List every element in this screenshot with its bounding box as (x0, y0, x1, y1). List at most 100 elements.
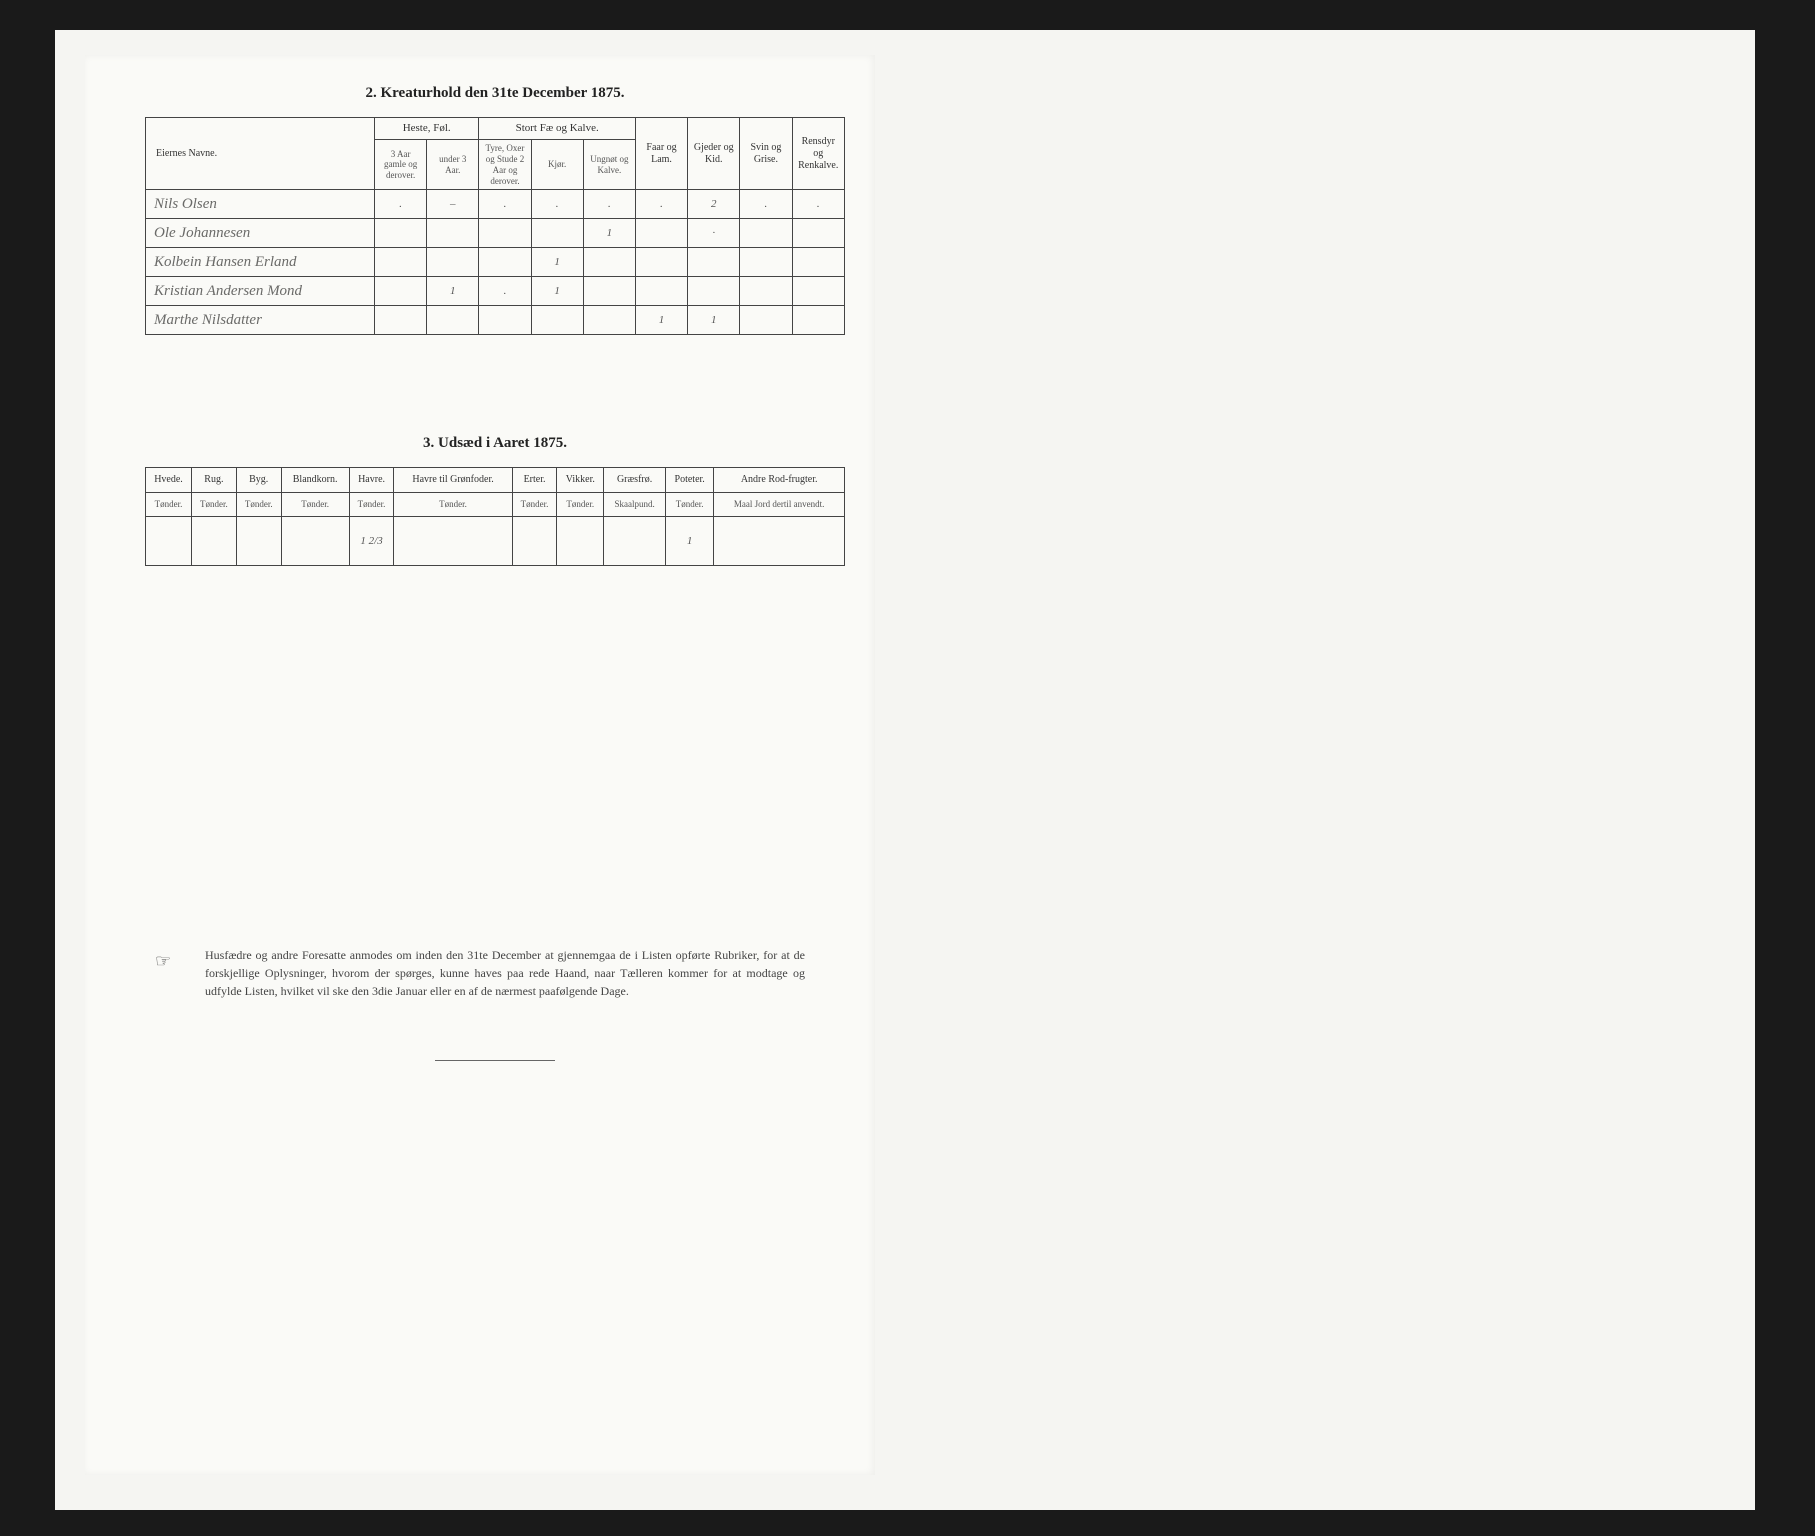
col-cattle-c: Ungnøt og Kalve. (583, 140, 635, 190)
cell (427, 219, 479, 248)
cell: . (740, 190, 792, 219)
owner-name: Kristian Andersen Mond (146, 277, 375, 306)
cell: 2 (688, 190, 740, 219)
col-header: Byg. (236, 468, 281, 493)
cell: 1 2/3 (349, 517, 394, 566)
cell (688, 248, 740, 277)
cell (792, 219, 845, 248)
cell (191, 517, 236, 566)
col-header: Havre. (349, 468, 394, 493)
seed-table: Hvede.Rug.Byg.Blandkorn.Havre.Havre til … (145, 467, 845, 566)
col-subheader: Tønder. (191, 493, 236, 517)
cell: 1 (688, 306, 740, 335)
cell (394, 517, 512, 566)
cell: . (479, 277, 531, 306)
cell (604, 517, 666, 566)
col-subheader: Tønder. (557, 493, 604, 517)
table-row: Marthe Nilsdatter 11 (146, 306, 845, 335)
pointing-hand-icon: ☞ (155, 948, 171, 975)
cell (583, 306, 635, 335)
col-subheader: Tønder. (512, 493, 557, 517)
col-header: Rug. (191, 468, 236, 493)
cell (740, 277, 792, 306)
cell (531, 219, 583, 248)
cell: 1 (635, 306, 687, 335)
scanned-document: 2. Kreaturhold den 31te December 1875. E… (85, 55, 875, 1475)
col-header: Poteter. (666, 468, 714, 493)
col-goats: Gjeder og Kid. (688, 118, 740, 190)
col-horses-a: 3 Aar gamle og derover. (375, 140, 427, 190)
col-header: Erter. (512, 468, 557, 493)
col-header: Havre til Grønfoder. (394, 468, 512, 493)
col-header: Andre Rod-frugter. (714, 468, 845, 493)
col-subheader: Maal Jord dertil anvendt. (714, 493, 845, 517)
col-subheader: Skaalpund. (604, 493, 666, 517)
cell (427, 248, 479, 277)
col-subheader: Tønder. (236, 493, 281, 517)
cell (479, 219, 531, 248)
cell: . (635, 190, 687, 219)
cell: 1 (531, 277, 583, 306)
cell (635, 277, 687, 306)
col-subheader: Tønder. (349, 493, 394, 517)
cell (740, 248, 792, 277)
cell (375, 277, 427, 306)
col-header: Vikker. (557, 468, 604, 493)
col-cattle-group: Stort Fæ og Kalve. (479, 118, 636, 140)
cell (375, 306, 427, 335)
table-row: Kristian Andersen Mond 1.1 (146, 277, 845, 306)
cell (427, 306, 479, 335)
cell: . (531, 190, 583, 219)
footer-note: ☞ Husfædre og andre Foresatte anmodes om… (145, 946, 845, 1000)
cell (714, 517, 845, 566)
cell: 1 (666, 517, 714, 566)
col-pigs: Svin og Grise. (740, 118, 792, 190)
cell: . (375, 190, 427, 219)
cell: . (792, 190, 845, 219)
cell (792, 277, 845, 306)
cell (479, 306, 531, 335)
table-row: 1 2/3 1 (146, 517, 845, 566)
cell (557, 517, 604, 566)
table-row: Kolbein Hansen Erland1 (146, 248, 845, 277)
cell: · (688, 219, 740, 248)
col-subheader: Tønder. (281, 493, 349, 517)
cell (740, 219, 792, 248)
cell (635, 248, 687, 277)
cell (583, 277, 635, 306)
table-row: Nils Olsen.–....2.. (146, 190, 845, 219)
col-header: Blandkorn. (281, 468, 349, 493)
col-cattle-b: Kjør. (531, 140, 583, 190)
cell (146, 517, 192, 566)
cell (375, 248, 427, 277)
cell: . (479, 190, 531, 219)
cell (512, 517, 557, 566)
col-subheader: Tønder. (146, 493, 192, 517)
cell: 1 (427, 277, 479, 306)
col-sheep: Faar og Lam. (635, 118, 687, 190)
owner-name: Ole Johannesen (146, 219, 375, 248)
owner-name: Nils Olsen (146, 190, 375, 219)
cell: 1 (583, 219, 635, 248)
cell (281, 517, 349, 566)
col-subheader: Tønder. (394, 493, 512, 517)
cell: . (583, 190, 635, 219)
section2-title: 3. Udsæd i Aaret 1875. (145, 435, 845, 452)
cell (740, 306, 792, 335)
owner-name: Marthe Nilsdatter (146, 306, 375, 335)
cell (479, 248, 531, 277)
cell (236, 517, 281, 566)
cell (792, 306, 845, 335)
cell (792, 248, 845, 277)
col-header: Hvede. (146, 468, 192, 493)
cell (531, 306, 583, 335)
col-horses-group: Heste, Føl. (375, 118, 479, 140)
section1-title: 2. Kreaturhold den 31te December 1875. (145, 85, 845, 102)
col-horses-b: under 3 Aar. (427, 140, 479, 190)
cell (635, 219, 687, 248)
owner-name: Kolbein Hansen Erland (146, 248, 375, 277)
col-header: Græsfrø. (604, 468, 666, 493)
table-row: Ole Johannesen 1 · (146, 219, 845, 248)
col-owner: Eiernes Navne. (146, 118, 375, 190)
divider (435, 1060, 555, 1061)
